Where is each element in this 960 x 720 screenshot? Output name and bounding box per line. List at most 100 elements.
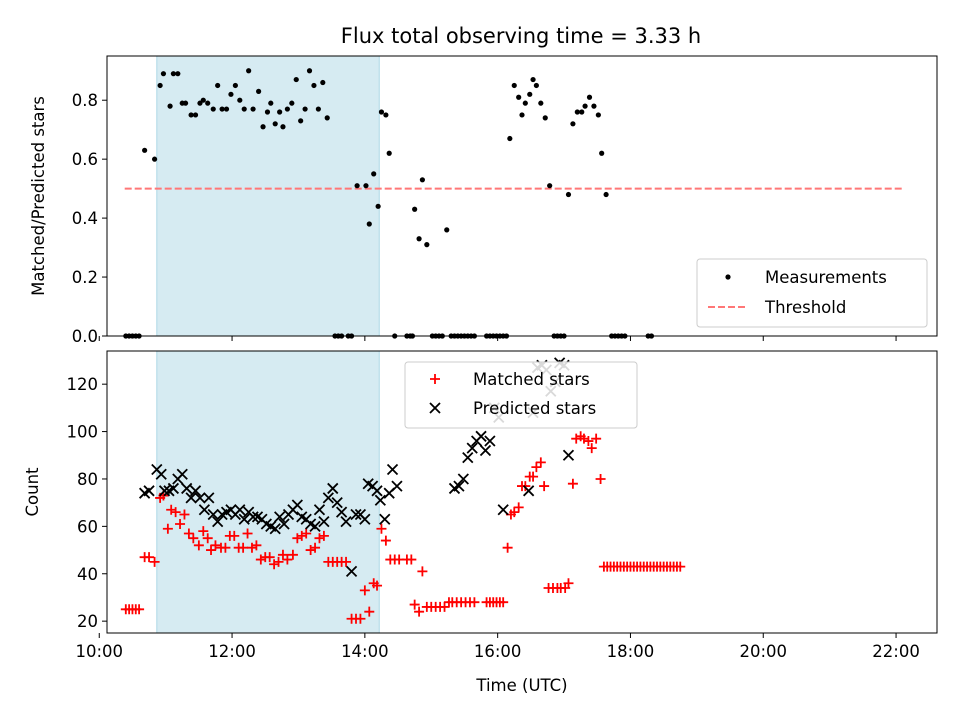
measurement-point (320, 79, 326, 86)
matched-star-point (376, 523, 387, 534)
measurement-point (157, 82, 163, 89)
matched-star-point (364, 606, 375, 617)
x-tick-label: 10:00 (75, 642, 123, 661)
measurement-point (533, 82, 539, 89)
matched-star-point (193, 540, 204, 551)
predicted-star-point (479, 444, 492, 457)
measurement-point (272, 121, 278, 127)
measurement-point (167, 103, 173, 109)
matched-star-point (264, 552, 275, 563)
y-tick-label: 60 (77, 517, 98, 536)
measurement-point (192, 112, 199, 118)
measurement-point (256, 88, 262, 94)
predicted-star-point (207, 508, 219, 521)
measurement-point (210, 106, 216, 112)
predicted-star-point (562, 449, 575, 461)
measurement-point (412, 206, 418, 212)
axes-frame (106, 55, 938, 337)
measurement-point (574, 109, 580, 115)
legend-bottom (404, 361, 638, 429)
matched-star-point (277, 549, 288, 560)
legend-top (696, 258, 928, 328)
measurement-point (289, 100, 295, 106)
measurement-point (324, 115, 330, 121)
measurement-point (383, 112, 389, 118)
matched-star-point (175, 518, 186, 529)
matched-star-point (206, 545, 217, 556)
predicted-star-point (143, 485, 155, 497)
predicted-star-point (466, 442, 478, 454)
matched-star-point (296, 530, 307, 541)
legend-measurements-marker (725, 274, 731, 280)
y-tick-label: 0.8 (72, 91, 98, 110)
measurement-point (516, 94, 522, 100)
measurement-point (444, 227, 450, 233)
measurement-point (311, 82, 317, 89)
measurement-point (277, 109, 283, 115)
predicted-star-point (176, 468, 188, 480)
matched-star-point (282, 554, 293, 565)
predicted-star-point (247, 511, 259, 523)
matched-star-point (162, 523, 173, 534)
matched-star-point (166, 504, 177, 515)
measurement-point (237, 97, 243, 103)
measurement-point (228, 91, 234, 97)
matched-star-point (439, 601, 450, 612)
predicted-star-point (167, 482, 180, 495)
measurement-point (582, 103, 588, 109)
predicted-star-point (345, 565, 358, 578)
legend-measurements-label: Measurements (765, 268, 887, 287)
measurement-point (366, 221, 372, 227)
matched-star-point (273, 556, 284, 567)
measurement-point (293, 76, 299, 83)
predicted-star-point (291, 499, 303, 511)
measurement-point (268, 100, 274, 106)
measurement-point (197, 100, 203, 106)
measurement-point (151, 156, 158, 162)
y-tick-label: 40 (77, 565, 98, 584)
matched-star-point (242, 528, 253, 539)
measurement-point (298, 118, 304, 124)
predicted-star-point (278, 518, 290, 530)
legend-predicted-marker (429, 402, 441, 414)
matched-star-point (578, 433, 589, 444)
measurement-point (507, 135, 513, 142)
measurement-point (591, 103, 597, 109)
matched-star-point (563, 578, 574, 589)
measurement-point (378, 109, 385, 115)
matched-star-point (359, 585, 370, 596)
measurement-point (264, 109, 271, 115)
measurement-point (182, 100, 189, 106)
y-tick-label: 0.6 (72, 150, 98, 169)
measurement-point (200, 97, 206, 103)
predicted-star-point (313, 504, 326, 516)
matched-star-point (179, 509, 190, 520)
measurement-point (527, 91, 533, 97)
matched-star-point (675, 561, 686, 572)
y-axis-label: Matched/Predicted stars (29, 96, 48, 296)
measurement-point (302, 106, 308, 112)
matched-star-point (220, 542, 231, 553)
predicted-star-point (203, 492, 215, 504)
predicted-star-point (322, 492, 334, 504)
measurement-point (188, 112, 194, 118)
matched-star-point (417, 566, 428, 577)
predicted-star-point (155, 468, 167, 480)
matched-star-point (292, 533, 303, 544)
measurement-point (223, 106, 230, 112)
measurement-point (522, 100, 528, 106)
measurement-point (386, 150, 392, 156)
legend-predicted-label: Predicted stars (473, 399, 596, 418)
x-tick-label: 14:00 (341, 642, 389, 661)
predicted-star-point (371, 485, 383, 497)
matched-star-point (318, 530, 329, 541)
x-axis-label: Time (UTC) (475, 676, 567, 695)
measurement-point (579, 109, 585, 115)
y-tick-label: 0.4 (72, 209, 98, 228)
matched-star-point (583, 436, 594, 447)
y-tick-label: 100 (67, 423, 99, 442)
matched-star-point (238, 542, 249, 553)
matched-star-point (539, 481, 550, 492)
y-tick-label: 120 (67, 375, 99, 394)
